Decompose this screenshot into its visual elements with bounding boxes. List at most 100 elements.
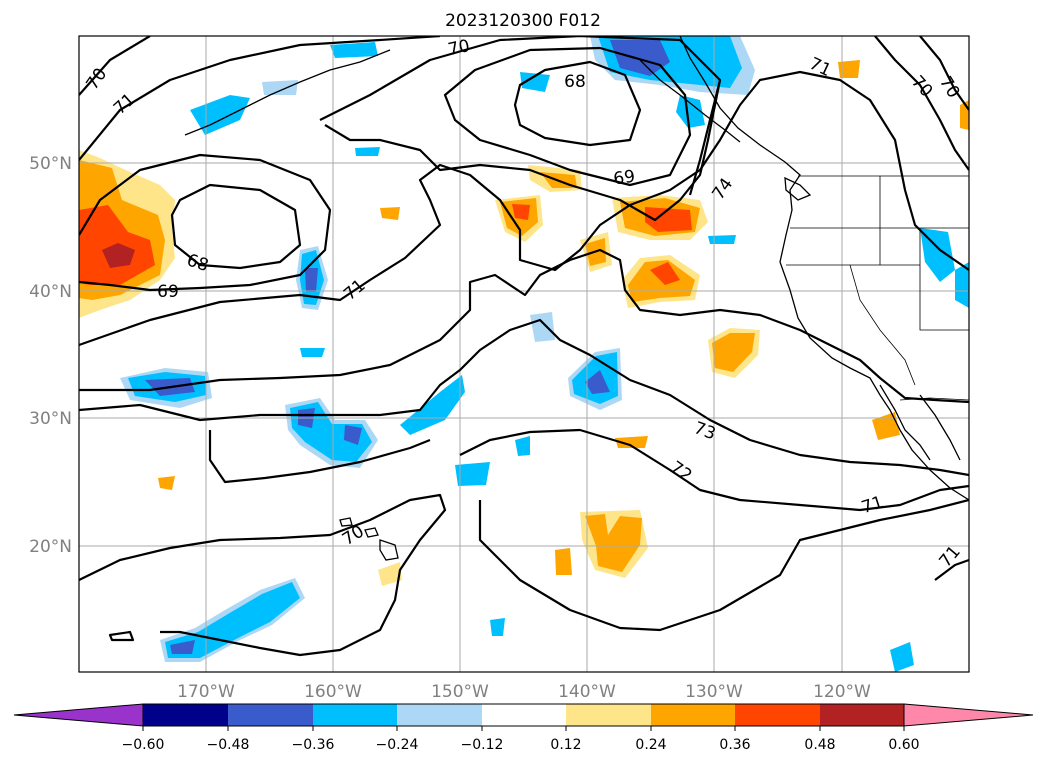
cool-anomaly-20 [708,235,736,244]
coastlines [184,36,969,561]
contour-71-south [478,498,969,632]
colorbar-tick-label: 0.60 [888,737,919,753]
graticule [79,36,969,672]
colorbar-bin-8 [735,704,820,726]
warm-anomaly-m [838,60,860,78]
warm-anomaly-j [378,562,402,586]
lon-label-140w: 140°W [558,682,616,702]
colorbar-tick-label: 0.36 [719,737,750,753]
contour-label-68-ne: 68 [564,72,586,92]
colorbar-tick-label: −0.12 [461,737,504,753]
contour-69-east-low [443,46,692,187]
warm-anomaly-west-core [102,243,135,268]
colorbar-frame [142,703,905,727]
lon-label-150w: 150°W [431,682,489,702]
colorbar-tick-label: 0.48 [804,737,835,753]
warm-anomaly-i [615,436,648,448]
contour-70-east [319,36,722,222]
cool-anomaly-15 [890,642,914,672]
hawaii-maui [364,527,379,538]
contours [79,36,969,657]
cool-anomaly-2-strong [298,408,362,445]
contour-72-lower [208,430,431,484]
map-frame [78,35,970,673]
colorbar-tick-label: −0.60 [122,737,165,753]
colorbar-bin-1 [143,704,228,726]
contour-label-69-ne: 69 [612,167,636,190]
map-area: 70 71 70 68 71 70 70 69 74 68 69 71 73 7… [79,36,969,672]
contour-label-70-top: 70 [446,36,471,60]
colorbar-tick-label: 0.12 [550,737,581,753]
contour-label-69-west: 69 [157,282,179,302]
contour-71-west [79,70,969,347]
lon-label-160w: 160°W [304,682,362,702]
lat-label-40n: 40°N [29,282,72,302]
cool-anomaly-4-strong [585,370,610,394]
warm-anomaly-f-mid [585,514,642,572]
cool-anomaly-13 [530,312,555,342]
contour-70-island [108,630,135,642]
warm-anomaly-g [555,548,572,575]
colorbar-over-arrow [903,703,1034,727]
lon-labels: 170°W 160°W 150°W 140°W 130°W 120°W [177,682,871,702]
cool-anomaly-3-strong [305,268,318,292]
contour-70-hawaii [79,493,447,657]
warm-anomaly-d-mid [712,333,755,372]
colorbar-under-arrow [13,703,144,727]
borders [786,175,969,401]
cool-anomaly-10 [520,72,550,92]
warm-anomaly-l [158,476,175,490]
lon-label-130w: 130°W [685,682,743,702]
colorbar-tick-label: −0.36 [292,737,335,753]
contour-69-west-low [79,153,332,292]
colorbar-bin-4 [397,704,482,726]
state-border-4 [919,228,969,331]
colorbar-tick-label: −0.48 [207,737,250,753]
contour-68-east-low [513,60,642,147]
baja-coast [879,384,931,461]
lat-label-50n: 50°N [29,154,72,174]
cool-anomaly-5-strong [170,640,195,654]
cool-anomaly-16 [515,436,530,456]
cool-anomaly-12 [955,262,969,308]
cool-anomaly-18 [355,147,380,156]
cool-anomaly-19 [490,618,505,636]
colorbar-bin-6 [566,704,651,726]
colorbar: −0.60 −0.48 −0.36 −0.24 −0.12 0.12 0.24 … [13,703,1034,753]
contour-70-ne2 [919,36,969,111]
contour-71-north [79,36,151,96]
colorbar-bin-3 [313,704,397,726]
state-border-5 [849,264,916,386]
contour-70-north [79,36,441,161]
warm-anomaly-h [872,412,900,440]
colorbar-ticks [142,726,905,731]
cool-anomaly-17 [300,348,325,357]
warm-anomaly-k [380,207,400,220]
cool-anomaly-6 [400,375,465,435]
colorbar-bin-5 [482,704,566,726]
warm-anomaly-c-strong [650,262,680,285]
contour-68-west-low [170,183,302,270]
colorbar-bin-9 [820,704,904,726]
contour-72-south [459,428,969,512]
gulf-california [919,394,961,461]
cool-anomaly-11 [920,228,955,282]
colorbar-tick-label: −0.24 [376,737,419,753]
cool-anomaly-8 [262,80,298,95]
colorbar-bin-7 [651,704,735,726]
cool-anomaly-alaska-strong [610,40,670,76]
contour-71-se [934,558,969,581]
cool-anomaly-alaska-2 [676,95,705,128]
vancouver-island [784,176,812,201]
warm-anomaly-ne-pacific-strong [645,207,692,232]
contour-73-mid [79,318,969,477]
lat-label-30n: 30°N [29,409,72,429]
warm-anomaly-a-core [512,204,530,220]
hawaii-oahu [339,517,353,527]
contour-70-alaska [688,79,722,196]
cool-anomaly-14 [455,462,490,486]
contour-72-mid [79,248,969,404]
cool-anomaly-5-mid [165,582,300,658]
cool-anomaly-7 [190,95,250,135]
lon-label-120w: 120°W [813,682,871,702]
